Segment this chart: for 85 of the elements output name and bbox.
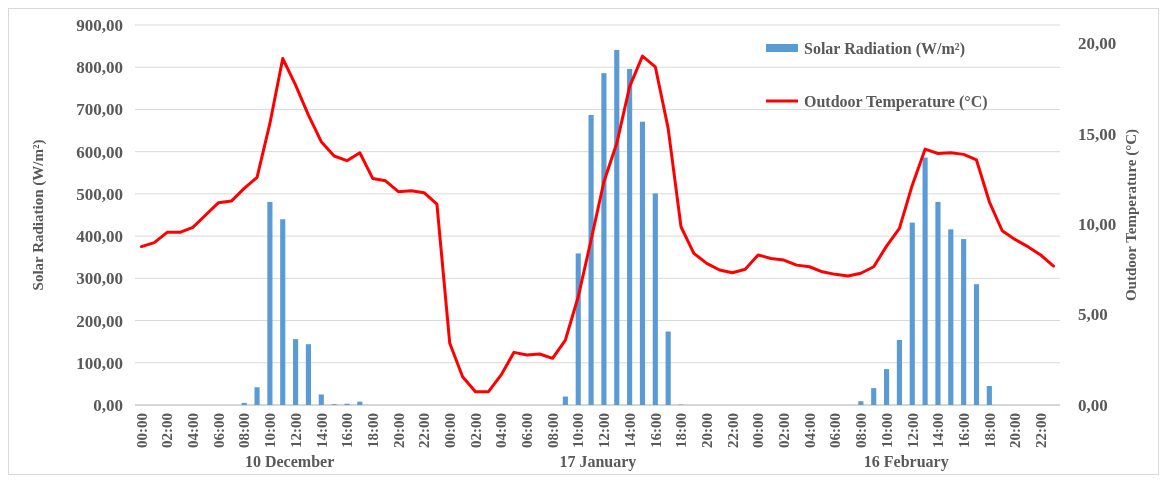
x-tick-label: 12:00 [287,413,304,448]
x-tick-label: 02:00 [159,413,176,448]
x-tick-label: 08:00 [853,413,870,448]
x-tick-label: 00:00 [750,413,767,448]
x-tick-label: 12:00 [904,413,921,448]
x-tick-label: 20:00 [1007,413,1024,448]
x-tick-label: 06:00 [519,413,536,448]
y2-tick-label: 5,00 [1078,305,1108,325]
y-tick-label: 100,00 [76,353,123,373]
bar [588,114,594,405]
bar [280,219,286,405]
bar [318,394,324,405]
y2-tick-label: 15,00 [1078,124,1117,144]
x-tick-label: 22:00 [416,413,433,448]
bar [639,121,646,405]
y-tick-label: 600,00 [76,142,123,162]
x-tick-label: 22:00 [724,413,741,448]
legend-label: Outdoor Temperature (°C) [804,92,988,111]
x-tick-label: 22:00 [1032,413,1049,448]
x-tick-label: 06:00 [827,413,844,448]
bar [935,201,941,405]
x-tick-label: 16:00 [339,413,356,448]
bar [665,331,671,405]
bar [575,253,581,405]
bar [267,201,273,405]
x-tick-label: 08:00 [236,413,253,448]
bar [627,68,633,405]
x-tick-label: 02:00 [776,413,793,448]
y-tick-label: 500,00 [76,184,123,204]
x-tick-label: 18:00 [364,413,381,448]
x-tick-label: 04:00 [493,413,510,448]
y2-axis-title: Outdoor Temperature (°C) [1123,128,1140,302]
y-tick-label: 800,00 [76,58,123,78]
bar [896,339,902,405]
bar [241,402,247,405]
y-tick-label: 0,00 [93,395,123,415]
y2-tick-label: 0,00 [1078,395,1108,415]
x-tick-label: 10:00 [878,413,895,448]
x-tick-label: 14:00 [621,413,638,448]
x-tick-label: 12:00 [596,413,613,448]
text: 17 January [559,453,637,471]
bar [948,229,954,405]
x-tick-label: 20:00 [698,413,715,448]
bar [601,73,607,405]
bar [909,222,915,405]
bar [305,344,312,405]
y-tick-label: 200,00 [76,311,123,331]
bar [986,386,992,405]
bar [652,193,658,405]
x-tick-label: 16:00 [647,413,664,448]
text: 10 December [244,453,335,470]
x-tick-label: 04:00 [801,413,818,448]
legend-label: Solar Radiation (W/m²) [804,39,965,58]
y2-tick-label: 20,00 [1078,34,1117,54]
text: 16 February [863,453,949,471]
x-tick-label: 10:00 [570,413,587,448]
x-tick-label: 10:00 [262,413,279,448]
x-tick-label: 08:00 [544,413,561,448]
bar [562,396,568,405]
bar [293,339,299,405]
bar [961,239,967,405]
bar [858,401,864,405]
y-tick-label: 400,00 [76,227,123,247]
bar [871,388,877,405]
y2-tick-label: 10,00 [1078,215,1117,234]
y-tick-label: 300,00 [76,269,123,289]
y-tick-label: 700,00 [76,100,123,120]
y-tick-label: 900,00 [76,15,123,35]
x-tick-label: 16:00 [955,413,972,448]
bar [922,157,928,405]
bar [254,387,260,405]
x-tick-label: 20:00 [390,413,407,448]
x-tick-label: 00:00 [133,413,150,448]
x-tick-label: 14:00 [930,413,947,448]
x-tick-label: 04:00 [185,413,202,448]
x-tick-label: 02:00 [467,413,484,448]
x-tick-label: 18:00 [981,413,998,448]
y-axis-title: Solar Radiation (W/m²) [30,139,47,291]
bar [614,49,620,405]
x-tick-label: 14:00 [313,413,330,448]
bar [883,369,890,405]
x-tick-label: 06:00 [210,413,227,448]
x-tick-label: 00:00 [442,413,459,448]
x-tick-label: 18:00 [673,413,690,448]
bar [973,284,980,405]
